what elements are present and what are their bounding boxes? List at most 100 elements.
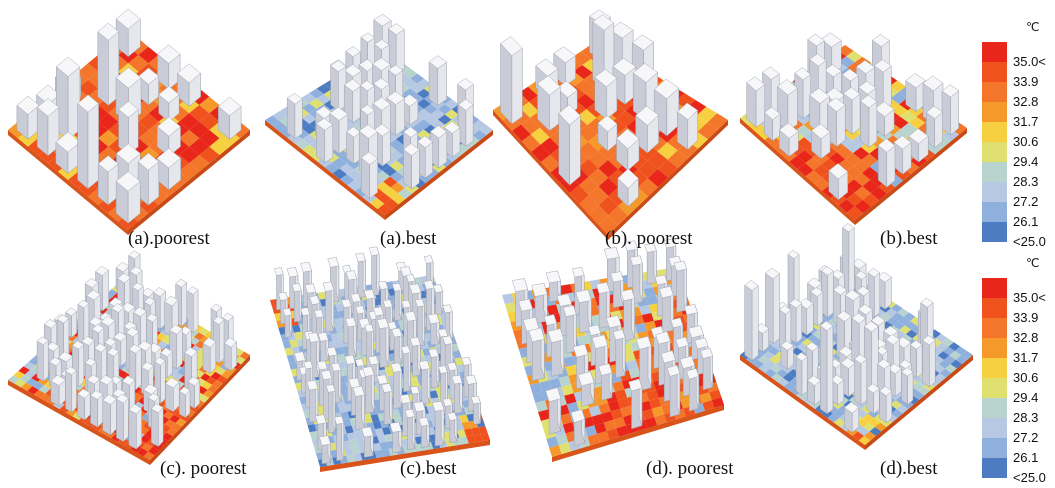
ground-tile	[189, 121, 210, 139]
ground-tile	[384, 198, 399, 210]
ground-tile	[189, 138, 210, 155]
building-roof	[106, 347, 120, 357]
ground-tile	[587, 433, 600, 446]
ground-tile	[846, 179, 863, 193]
ground-tile	[797, 150, 813, 164]
building-face	[868, 101, 878, 148]
building-roof	[314, 309, 324, 318]
ground-tile	[330, 333, 340, 342]
building-face	[179, 390, 186, 419]
ground-tile	[344, 447, 354, 456]
building-roof	[762, 66, 780, 80]
ground-tile	[286, 354, 296, 363]
ground-tile	[837, 159, 854, 173]
building-roof	[202, 337, 217, 348]
legend-label: 32.8	[1013, 94, 1039, 109]
building-roof	[418, 360, 431, 371]
building-roof	[291, 283, 302, 292]
building-roof	[457, 98, 474, 111]
ground-tile	[601, 411, 614, 423]
building-roof	[798, 297, 814, 310]
ground-tile	[853, 147, 870, 160]
building-roof	[403, 143, 420, 157]
building-roof	[431, 400, 445, 412]
building-roof	[386, 91, 406, 105]
ground-tile	[597, 431, 610, 443]
ground-tile	[614, 389, 628, 401]
ground-edge	[740, 118, 855, 225]
ground-tile	[179, 113, 200, 130]
ground-tile	[33, 390, 46, 399]
building-roof	[920, 297, 934, 308]
ground-tile	[20, 382, 33, 391]
ground-tile	[864, 431, 876, 441]
building-roof	[851, 312, 867, 324]
building-face	[403, 148, 412, 190]
building-roof	[104, 337, 117, 347]
building-roof	[354, 358, 365, 367]
ground-tile	[437, 114, 452, 125]
building-roof	[635, 336, 652, 350]
ground-tile	[573, 65, 593, 80]
building-roof	[399, 394, 412, 404]
ground-tile	[430, 119, 445, 130]
ground-tile	[949, 351, 962, 360]
ground-tile	[179, 130, 200, 147]
ground-tile	[903, 312, 916, 322]
building-roof	[177, 63, 202, 84]
ground-tile	[437, 104, 452, 115]
ground-tile	[128, 55, 149, 72]
isometric-city-render	[740, 32, 967, 225]
caption-d-best: (d).best	[880, 458, 938, 479]
panel-c-poorest	[0, 245, 255, 481]
building-roof	[355, 252, 366, 263]
ground-tile	[862, 413, 874, 423]
ground-tile	[646, 389, 659, 401]
ground-tile	[649, 398, 662, 409]
ground-tile	[608, 206, 628, 226]
ground-tile	[908, 116, 926, 130]
building-roof	[376, 374, 389, 385]
ground-tile	[344, 425, 354, 434]
ground-tile	[565, 364, 578, 376]
ground-tile	[833, 418, 846, 427]
building-roof	[389, 421, 402, 433]
ground-tile	[332, 168, 347, 180]
building-roof	[325, 384, 336, 393]
building-roof	[293, 351, 306, 362]
building-roof	[274, 267, 284, 276]
building-roof	[405, 274, 416, 283]
ground-tile	[339, 361, 349, 369]
ground-tile	[199, 130, 220, 147]
ground-tile	[702, 400, 715, 411]
building-roof	[343, 64, 362, 78]
ground-tile	[846, 192, 863, 207]
ground-tile	[539, 380, 552, 392]
building-roof	[320, 370, 333, 381]
ground-tile	[23, 361, 36, 370]
building-roof	[511, 278, 529, 293]
ground-tile	[372, 421, 382, 430]
legend-swatch	[982, 398, 1007, 418]
building-roof	[873, 59, 892, 73]
building-roof	[598, 363, 613, 376]
ground-tile	[163, 411, 174, 420]
ground-tile	[805, 170, 822, 184]
building-roof	[86, 374, 101, 385]
building-roof	[820, 32, 842, 48]
legend-swatch	[982, 338, 1007, 358]
building-roof	[145, 313, 158, 323]
ground-tile	[141, 443, 153, 452]
ground-tile	[857, 418, 869, 428]
building-face	[123, 397, 129, 443]
ground-tile	[854, 173, 871, 187]
building-roof	[304, 283, 317, 294]
building-face	[437, 61, 447, 106]
building-face	[36, 340, 44, 382]
building-roof	[575, 289, 592, 304]
ground-tile	[564, 393, 577, 405]
building-roof	[571, 266, 585, 278]
building-face	[411, 149, 420, 190]
building-face	[801, 356, 808, 396]
building-roof	[322, 281, 335, 292]
